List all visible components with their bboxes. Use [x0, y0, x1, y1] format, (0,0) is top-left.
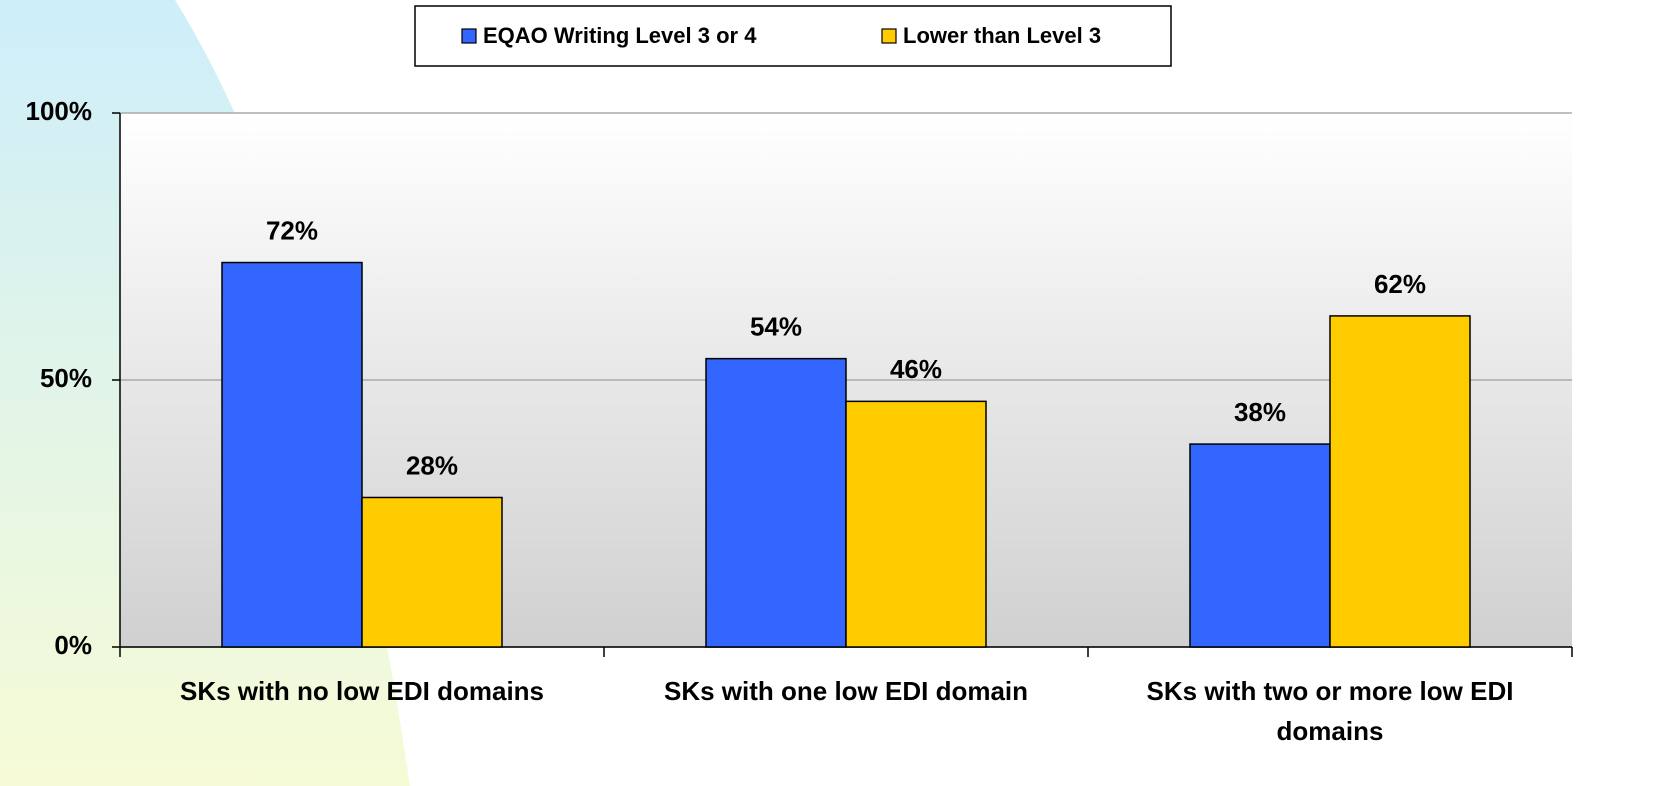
legend-swatch	[881, 28, 897, 44]
legend-box	[414, 5, 1172, 67]
data-label: 72%	[266, 215, 318, 245]
legend-label: EQAO Writing Level 3 or 4	[483, 23, 757, 48]
bar	[845, 400, 987, 648]
bar	[705, 357, 847, 648]
x-tick-label: SKs with one low EDI domain	[664, 676, 1028, 706]
data-label: 28%	[406, 450, 458, 480]
bar	[1329, 315, 1471, 648]
data-label: 46%	[890, 354, 942, 384]
legend-label: Lower than Level 3	[903, 23, 1101, 48]
x-tick-label: SKs with two or more low EDI domains	[1147, 676, 1514, 746]
bar	[1189, 443, 1331, 648]
legend-swatch	[461, 28, 477, 44]
data-label: 54%	[750, 312, 802, 342]
y-tick-label: 50%	[40, 363, 92, 393]
y-tick-label: 100%	[26, 96, 93, 126]
bar	[221, 261, 363, 648]
bar	[361, 496, 503, 648]
data-label: 38%	[1234, 397, 1286, 427]
x-tick-label: SKs with no low EDI domains	[180, 676, 544, 706]
data-label: 62%	[1374, 269, 1426, 299]
y-tick-label: 0%	[54, 630, 92, 660]
